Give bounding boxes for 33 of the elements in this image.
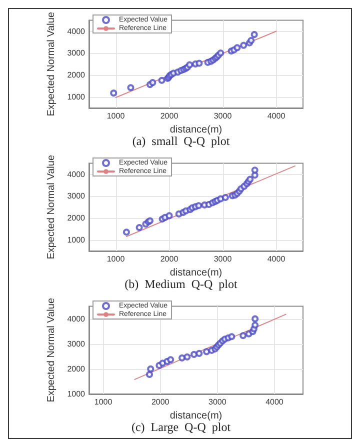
x-axis-title: distance(m) — [170, 267, 222, 278]
x-tick-label: 1000 — [94, 398, 113, 406]
y-tick-label: 3000 — [67, 339, 86, 348]
y-tick-label: 2000 — [67, 70, 86, 80]
x-axis-title: distance(m) — [170, 124, 222, 136]
x-tick-label: 3000 — [214, 112, 232, 120]
x-tick-label: 3000 — [214, 254, 232, 264]
text: (c) Large Q-Q plot — [131, 420, 232, 434]
y-tick-label: 4000 — [67, 314, 86, 324]
x-tick-label: 1000 — [106, 112, 126, 120]
x-tick-label: 4000 — [267, 112, 286, 120]
y-tick-label: 2000 — [67, 364, 86, 374]
y-tick-label: 3000 — [67, 192, 86, 201]
y-tick-label: 4000 — [67, 26, 86, 36]
x-tick-label: 2000 — [160, 254, 179, 264]
y-tick-label: 4000 — [67, 170, 86, 179]
text: (a) small Q-Q plot — [132, 134, 230, 148]
y-tick-label: 1000 — [67, 92, 86, 102]
x-tick-label: 2000 — [151, 398, 170, 406]
x-tick-label: 1000 — [106, 254, 126, 264]
y-axis-title: Expected Normal Value — [46, 298, 57, 402]
x-tick-label: 2000 — [160, 112, 179, 120]
x-axis-title: distance(m) — [170, 410, 222, 422]
x-tick-label: 4000 — [266, 398, 284, 406]
x-tick-label: 4000 — [267, 254, 286, 264]
x-tick-label: 3000 — [208, 398, 227, 406]
y-tick-label: 1000 — [67, 390, 86, 398]
y-axis-title: Expected Normal Value — [46, 154, 57, 260]
y-tick-label: 3000 — [67, 48, 86, 58]
y-tick-label: 2000 — [67, 214, 86, 223]
text: (b) Medium Q-Q plot — [124, 277, 238, 291]
y-axis-title: Expected Normal Value — [46, 12, 57, 116]
y-tick-label: 1000 — [67, 236, 86, 245]
